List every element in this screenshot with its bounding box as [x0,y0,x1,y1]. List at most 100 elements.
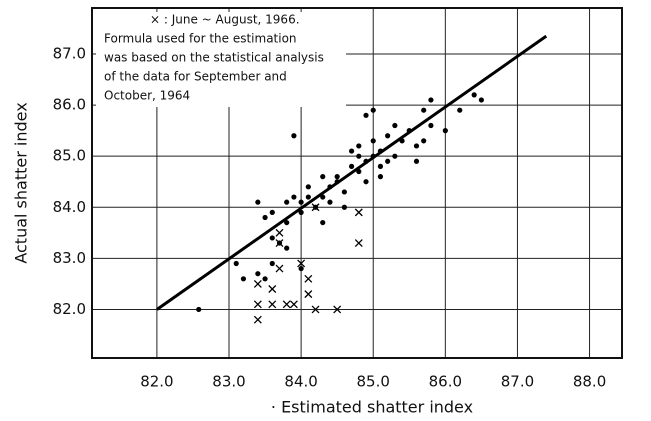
dot-point [255,199,261,205]
dot-point [348,148,355,154]
dot-point [233,260,239,267]
cross-point [275,239,284,247]
dot-point [385,158,391,164]
dot-point [370,138,376,144]
annotation: of the data for September and [104,70,287,84]
fit-line [156,34,548,311]
dot-point [341,189,347,195]
x-tick-label: 88.0 [573,373,606,391]
dot-point [428,122,434,129]
dot-point [370,153,376,159]
dot-point [428,97,434,103]
y-tick-label: 86.0 [53,96,86,114]
cross-point [354,208,363,217]
dot-point [457,107,463,113]
dot-point [269,260,275,267]
dot-point [377,174,384,180]
dot-point [291,194,297,200]
dot-point [284,199,290,205]
dot-point [327,199,333,205]
y-tick-label: 87.0 [53,44,86,62]
dot-point [291,133,297,139]
cross-point [304,290,313,299]
cross-point [268,285,277,293]
dot-point [305,184,311,190]
dot-point [363,179,369,185]
cross-point [311,305,320,314]
dot-point [392,122,398,129]
cross-point [253,300,262,309]
dot-point [471,92,477,98]
dot-point [406,128,412,134]
dot-point [356,153,362,159]
dot-point [334,179,340,185]
plot-frame [91,7,623,359]
dot-point [262,214,268,221]
dot-point [348,163,355,169]
y-tick-label: 85.0 [53,147,86,165]
dot-point [262,276,268,282]
dot-point [377,148,384,154]
x-tick-label: 83.0 [212,373,245,391]
cross-point [354,239,363,247]
dot-point [478,97,484,103]
x-tick-label: 86.0 [429,373,462,391]
cross-point [311,203,320,212]
x-tick-label: 85.0 [357,373,390,391]
y-axis-label: Actual shatter index [12,102,31,263]
dot-point [298,265,304,272]
dot-point [327,184,333,190]
x-tick-label: 87.0 [501,373,534,391]
dot-point [392,153,398,159]
annotation-box [96,12,346,107]
cross-point [275,264,284,273]
cross-point [304,274,313,283]
dot-point [255,271,261,277]
cross-point [275,228,284,237]
dot-point [356,143,362,149]
dot-point [196,306,202,313]
x-tick-label: 82.0 [140,373,173,391]
cross-point [282,300,291,309]
dot-point [298,199,304,205]
dot-point [363,112,369,118]
x-tick-label: 84.0 [284,373,317,391]
cross-point [268,300,277,309]
annotation: × : June ~ August, 1966. [150,13,300,27]
dot-point [305,194,311,200]
cross-point [333,305,342,314]
dot-point [413,158,420,164]
dot-point [385,133,391,139]
annotation: was based on the statistical analysis [104,51,324,65]
dot-point [269,209,275,215]
dot-point [442,128,448,134]
dot-point [320,174,326,180]
dot-point [320,194,326,200]
dot-point [269,235,275,241]
annotation: October, 1964 [104,89,190,103]
dot-point [363,158,369,164]
dot-point [421,138,427,144]
dot-point [284,245,290,251]
y-tick-label: 84.0 [53,198,86,216]
dot-point [284,219,290,226]
y-tick-label: 82.0 [53,300,86,318]
dot-point [421,107,427,113]
dot-point [298,209,304,215]
dot-point [413,143,420,149]
x-axis-label: · Estimated shatter index [271,398,473,417]
dot-point [334,174,340,180]
dot-point [399,138,405,144]
dot-point [356,168,362,175]
dot-point [377,163,384,169]
dot-point [341,204,347,210]
cross-point [297,259,306,268]
cross-point [253,315,262,324]
dot-point [320,219,326,226]
dot-point [240,276,247,282]
cross-point [253,279,262,288]
cross-point [289,300,298,309]
annotation: Formula used for the estimation [104,32,297,46]
dot-point [370,107,376,113]
y-tick-label: 83.0 [53,249,86,267]
